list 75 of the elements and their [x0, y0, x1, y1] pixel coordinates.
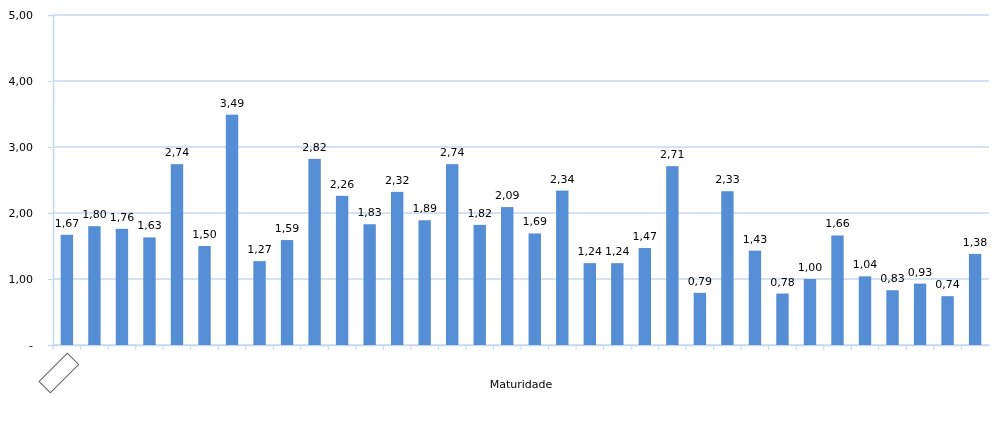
bar — [308, 158, 321, 345]
bar — [638, 247, 652, 345]
bar — [60, 234, 74, 345]
data-label: 1,04 — [852, 258, 878, 272]
bar — [335, 195, 349, 345]
data-label: 0,93 — [907, 265, 933, 279]
bar — [693, 292, 707, 345]
data-label: 1,24 — [605, 245, 630, 259]
data-label: 1,83 — [357, 206, 382, 220]
bar — [198, 246, 211, 345]
data-label: 2,26 — [329, 177, 355, 191]
data-label: 1,76 — [109, 210, 135, 224]
data-label: 0,74 — [935, 278, 960, 292]
data-label: 2,09 — [494, 189, 520, 203]
data-label: 1,50 — [192, 228, 217, 241]
data-label: 2,82 — [302, 140, 327, 154]
bar — [528, 233, 541, 345]
data-label: 2,32 — [384, 173, 410, 187]
y-tick-label: 3,00 — [8, 141, 33, 155]
data-label: 1,67 — [54, 216, 80, 230]
y-tick-label: 5,00 — [8, 9, 33, 23]
data-label: 1,89 — [412, 202, 437, 216]
y-tick-label: 4,00 — [8, 75, 33, 89]
bar — [143, 237, 156, 345]
bar — [390, 191, 404, 345]
bar — [170, 164, 184, 345]
bar — [858, 276, 872, 345]
bar — [721, 191, 734, 345]
y-tick-label: 2,00 — [8, 207, 33, 221]
data-label: 2,33 — [715, 173, 740, 187]
bar — [446, 164, 459, 345]
data-label: 1,27 — [247, 243, 272, 257]
bar — [831, 235, 844, 345]
data-label: 0,78 — [770, 275, 795, 289]
bar — [88, 226, 101, 345]
data-label: 1,82 — [467, 206, 492, 220]
data-label: 2,71 — [660, 148, 685, 162]
bar — [115, 228, 129, 345]
data-label: 2,34 — [550, 172, 575, 186]
data-label: 1,66 — [825, 217, 850, 231]
data-label: 1,47 — [632, 229, 658, 243]
data-label: 3,49 — [219, 96, 245, 110]
bar — [913, 283, 927, 345]
data-label: 0,79 — [687, 274, 713, 288]
data-label: 1,63 — [137, 219, 162, 233]
bar — [666, 166, 679, 345]
data-label: 1,38 — [962, 235, 988, 249]
bar — [280, 240, 294, 345]
data-label: 1,59 — [274, 222, 300, 236]
data-label: 1,43 — [742, 232, 768, 246]
bar — [556, 190, 569, 345]
data-label: 2,74 — [164, 146, 190, 160]
bar — [363, 224, 376, 345]
bar — [473, 224, 486, 345]
bar — [968, 253, 982, 345]
bar — [776, 293, 789, 345]
bar — [941, 296, 954, 345]
bar — [225, 114, 239, 345]
bar — [418, 220, 431, 345]
bar — [803, 279, 817, 345]
data-label: 1,24 — [577, 245, 603, 259]
bar — [583, 263, 596, 345]
data-label: 1,80 — [82, 208, 107, 222]
data-label: 1,00 — [797, 261, 823, 274]
bar — [253, 261, 266, 345]
y-tick-label: 1,00 — [8, 273, 33, 287]
bar — [748, 250, 762, 345]
x-axis-title: Maturidade — [489, 378, 553, 391]
data-label: 2,74 — [439, 146, 465, 160]
bar — [501, 207, 514, 345]
data-label: 1,69 — [522, 215, 548, 229]
bar — [886, 290, 899, 345]
bar — [611, 263, 624, 345]
data-label: 0,83 — [880, 272, 905, 286]
y-tick-label: - — [29, 339, 34, 353]
